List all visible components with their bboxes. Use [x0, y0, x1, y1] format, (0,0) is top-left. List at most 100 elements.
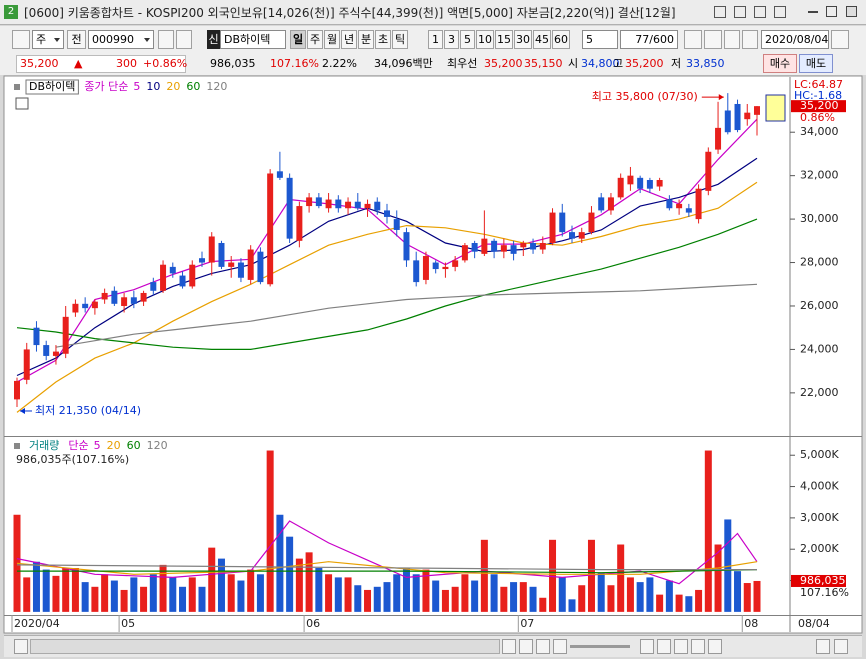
zoom-out[interactable] — [816, 639, 830, 654]
period-button[interactable]: 초 — [375, 30, 391, 49]
window-icon[interactable] — [774, 6, 786, 18]
y-tick-label: 3,000K — [800, 511, 839, 524]
candle-body — [724, 110, 731, 133]
interval-button[interactable]: 60 — [552, 30, 570, 49]
candle-body — [218, 242, 225, 267]
play-stop[interactable] — [536, 639, 550, 654]
moving-average — [16, 218, 758, 350]
volume-bar — [402, 568, 410, 612]
speed-slider[interactable] — [570, 645, 630, 648]
moving-average — [16, 181, 758, 413]
grid-icon[interactable] — [15, 97, 29, 110]
candle-body — [559, 212, 566, 233]
scroll-right[interactable] — [502, 639, 516, 654]
interval-button[interactable]: 1 — [428, 30, 443, 49]
volume-bar — [383, 582, 391, 612]
price: 35,200 — [20, 57, 59, 70]
period-button[interactable]: 주 — [307, 30, 323, 49]
low-label: 저 — [671, 57, 682, 70]
last-price-box — [791, 100, 846, 113]
zoom-icon[interactable] — [674, 639, 688, 654]
scroll-thumb[interactable] — [30, 639, 500, 654]
tool-icon[interactable] — [724, 30, 740, 49]
maximize[interactable] — [826, 6, 837, 17]
y-tick-label: 22,000 — [800, 386, 839, 399]
interval-button[interactable]: 45 — [533, 30, 551, 49]
window-icon[interactable] — [734, 6, 746, 18]
y-tick-label: 32,000 — [800, 169, 839, 182]
candle-body — [403, 232, 410, 261]
subtitle: 986,035주(107.16%) — [16, 453, 129, 466]
volume-bar — [451, 586, 459, 612]
volume-bar — [510, 582, 518, 612]
chart: 22,000 24,000 26,000 28,000 30,000 32,000 34,0… — [3, 75, 863, 634]
minimize[interactable] — [808, 11, 818, 13]
play-next[interactable] — [553, 639, 567, 654]
interval-button[interactable]: 30 — [514, 30, 532, 49]
volume-bar — [695, 589, 703, 612]
play-prev[interactable] — [519, 639, 533, 654]
interval-button[interactable]: 3 — [444, 30, 459, 49]
period-button[interactable]: 월 — [324, 30, 340, 49]
volume-ratio: 107.16% — [270, 57, 319, 70]
interval-input[interactable]: 5 — [582, 30, 618, 49]
volume-bar — [656, 594, 664, 612]
interval-button[interactable]: 15 — [495, 30, 513, 49]
tool-icon[interactable] — [684, 30, 702, 49]
scroll-left[interactable] — [14, 639, 28, 654]
x-tick-label: 07 — [520, 617, 534, 630]
candle-body — [491, 240, 498, 252]
volume-bar — [159, 564, 167, 612]
candle-body — [627, 175, 634, 185]
candle-body — [276, 171, 283, 178]
buy-button[interactable]: 매수 — [763, 54, 797, 73]
volume-bar — [471, 580, 479, 612]
tool-icon[interactable] — [742, 30, 758, 49]
volume-bar — [539, 597, 547, 612]
period-button[interactable]: 분 — [358, 30, 374, 49]
candle-body — [23, 349, 30, 380]
candle-body — [695, 188, 702, 220]
zoom-in[interactable] — [834, 639, 848, 654]
zoom-icon[interactable] — [640, 639, 654, 654]
interval-button[interactable]: 10 — [476, 30, 494, 49]
scope-button[interactable]: 전 — [67, 30, 86, 49]
code-input[interactable]: 000990 — [88, 30, 154, 49]
candle-body — [520, 242, 527, 248]
candle-body — [82, 303, 89, 309]
x-tick-label: 05 — [121, 617, 135, 630]
y-tick-label: 34,000 — [800, 125, 839, 138]
volume-bar — [247, 569, 255, 612]
zoom-icon[interactable] — [708, 639, 722, 654]
window-icon[interactable] — [754, 6, 766, 18]
menu-icon[interactable] — [12, 30, 30, 49]
period-button[interactable]: 틱 — [392, 30, 408, 49]
candle-body — [335, 199, 342, 209]
volume-bar — [753, 580, 761, 612]
tool-icon[interactable] — [176, 30, 192, 49]
tool-icon[interactable] — [831, 30, 849, 49]
legend-entry: 10 — [146, 80, 160, 93]
period-button[interactable]: 일 — [290, 30, 306, 49]
current-box — [765, 94, 786, 122]
sell-button[interactable]: 매도 — [799, 54, 833, 73]
zoom-icon[interactable] — [691, 639, 705, 654]
name-input[interactable]: DB하이텍 — [220, 30, 286, 49]
tool-icon[interactable] — [704, 30, 722, 49]
count: 77/600 — [620, 30, 678, 49]
date-input[interactable]: 2020/08/04 — [761, 30, 829, 49]
market-select[interactable]: 주 — [32, 30, 64, 49]
annotation: 최고 35,800 (07/30) — [592, 90, 698, 103]
zoom-icon[interactable] — [657, 639, 671, 654]
candle-body — [442, 266, 449, 270]
close[interactable] — [846, 6, 857, 17]
period-button[interactable]: 년 — [341, 30, 357, 49]
volume-bar — [62, 568, 70, 612]
tool-icon[interactable] — [158, 30, 174, 49]
y-tick-label: 28,000 — [800, 256, 839, 269]
interval-button[interactable]: 5 — [460, 30, 475, 49]
best-bid: 35,150 — [524, 57, 563, 70]
best-label: 최우선 — [447, 57, 478, 70]
window-icon[interactable] — [714, 6, 726, 18]
